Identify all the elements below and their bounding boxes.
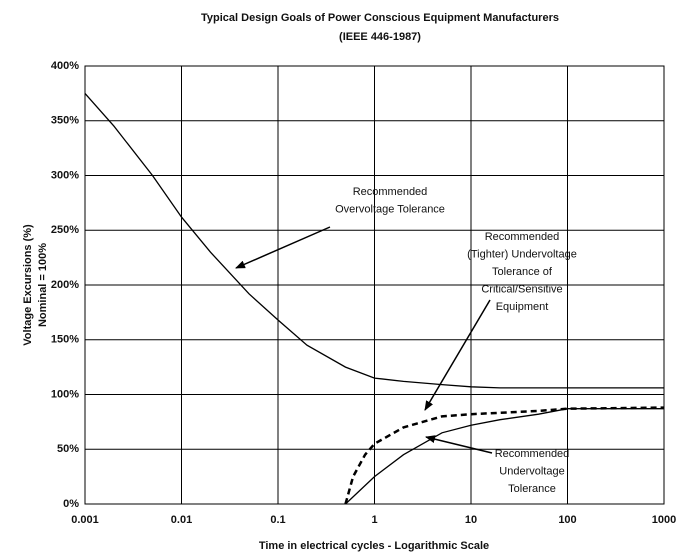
annotation: Recommended: [495, 448, 570, 460]
x-tick-label: 10: [465, 514, 477, 526]
series-line: [84, 92, 664, 389]
x-tick-label: 1000: [652, 514, 676, 526]
annotation: Critical/Sensitive: [481, 283, 562, 295]
x-axis-label: Time in electrical cycles - Logarithmic …: [259, 540, 489, 552]
y-axis-label: Voltage Excursions (%): [22, 224, 34, 346]
y-tick-label: 350%: [51, 115, 79, 127]
series-line: [344, 406, 665, 505]
arrow: [425, 435, 493, 454]
y-tick-label: 300%: [51, 169, 79, 181]
annotation: Tolerance: [508, 483, 556, 495]
annotation: (Tighter) Undervoltage: [467, 248, 577, 260]
y-tick-label: 150%: [51, 334, 79, 346]
annotation: Undervoltage: [499, 465, 564, 477]
series-line: [345, 408, 664, 505]
x-tick-label: 0.001: [71, 514, 99, 526]
x-tick-label: 1: [371, 514, 377, 526]
y-tick-label: 100%: [51, 388, 79, 400]
y-tick-label: 0%: [63, 498, 79, 510]
arrow: [424, 299, 491, 411]
chart-title: Typical Design Goals of Power Conscious …: [201, 12, 559, 24]
y-tick-label: 200%: [51, 279, 79, 291]
y-tick-label: 250%: [51, 224, 79, 236]
y-axis-label: Nominal = 100%: [37, 243, 49, 327]
x-tick-label: 0.01: [171, 514, 192, 526]
plot-border: [84, 65, 665, 505]
y-tick-label: 400%: [51, 60, 79, 72]
annotation: Equipment: [496, 301, 549, 313]
x-tick-label: 0.1: [270, 514, 285, 526]
x-tick-label: 100: [558, 514, 576, 526]
arrow: [235, 226, 331, 269]
annotation: Tolerance of: [492, 266, 553, 278]
annotation: Overvoltage Tolerance: [335, 203, 445, 215]
annotation: Recommended: [353, 186, 428, 198]
y-tick-label: 50%: [57, 443, 79, 455]
annotation: Recommended: [485, 231, 560, 243]
chart-subtitle: (IEEE 446-1987): [339, 31, 421, 43]
